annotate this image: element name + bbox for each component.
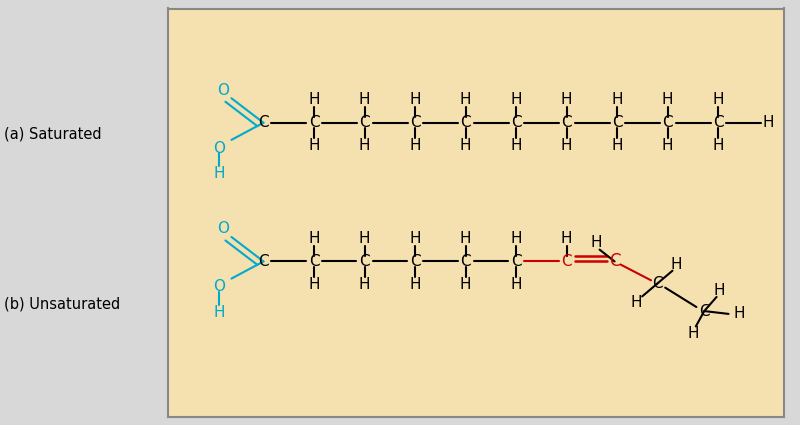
Text: H: H xyxy=(510,277,522,292)
Text: H: H xyxy=(460,277,471,292)
Text: H: H xyxy=(358,138,370,153)
Text: H: H xyxy=(358,92,370,108)
Text: H: H xyxy=(561,231,572,246)
Text: C: C xyxy=(612,115,622,130)
Text: H: H xyxy=(714,283,726,298)
Text: O: O xyxy=(213,141,225,156)
Text: C: C xyxy=(713,115,723,130)
Text: C: C xyxy=(460,115,471,130)
Text: C: C xyxy=(510,115,522,130)
Text: H: H xyxy=(460,92,471,108)
Text: H: H xyxy=(410,138,421,153)
Text: (b) Unsaturated: (b) Unsaturated xyxy=(4,296,120,312)
Text: H: H xyxy=(214,166,225,181)
Text: H: H xyxy=(308,231,320,246)
Text: H: H xyxy=(308,277,320,292)
Text: H: H xyxy=(410,277,421,292)
Text: H: H xyxy=(510,138,522,153)
Text: C: C xyxy=(662,115,673,130)
Text: H: H xyxy=(662,92,674,108)
Text: H: H xyxy=(712,92,724,108)
Text: H: H xyxy=(460,231,471,246)
Text: C: C xyxy=(258,115,269,130)
Text: C: C xyxy=(359,254,370,269)
Text: C: C xyxy=(410,115,420,130)
Text: H: H xyxy=(308,92,320,108)
Text: C: C xyxy=(562,115,572,130)
Text: H: H xyxy=(687,326,698,341)
Text: H: H xyxy=(358,231,370,246)
Text: H: H xyxy=(510,92,522,108)
Text: H: H xyxy=(590,235,602,250)
Text: C: C xyxy=(460,254,471,269)
Text: C: C xyxy=(510,254,522,269)
Text: H: H xyxy=(662,138,674,153)
Text: C: C xyxy=(562,254,572,269)
Text: C: C xyxy=(410,254,420,269)
Text: O: O xyxy=(213,279,225,294)
Text: H: H xyxy=(561,138,572,153)
Text: C: C xyxy=(699,303,710,319)
Text: H: H xyxy=(670,257,682,272)
Text: H: H xyxy=(763,115,774,130)
Text: H: H xyxy=(510,231,522,246)
Text: H: H xyxy=(630,295,642,310)
Text: H: H xyxy=(410,92,421,108)
Text: H: H xyxy=(214,305,225,320)
Text: H: H xyxy=(308,138,320,153)
Text: H: H xyxy=(410,231,421,246)
Text: C: C xyxy=(258,254,269,269)
Text: H: H xyxy=(358,277,370,292)
Text: H: H xyxy=(561,92,572,108)
Text: C: C xyxy=(652,276,662,291)
Text: C: C xyxy=(359,115,370,130)
Text: H: H xyxy=(460,138,471,153)
Text: H: H xyxy=(611,92,623,108)
Text: H: H xyxy=(611,138,623,153)
Text: H: H xyxy=(712,138,724,153)
Text: C: C xyxy=(609,252,620,270)
Text: H: H xyxy=(734,306,746,321)
Text: O: O xyxy=(218,221,230,236)
Text: O: O xyxy=(218,82,230,98)
Text: (a) Saturated: (a) Saturated xyxy=(4,126,102,142)
Text: C: C xyxy=(309,115,319,130)
Text: C: C xyxy=(309,254,319,269)
